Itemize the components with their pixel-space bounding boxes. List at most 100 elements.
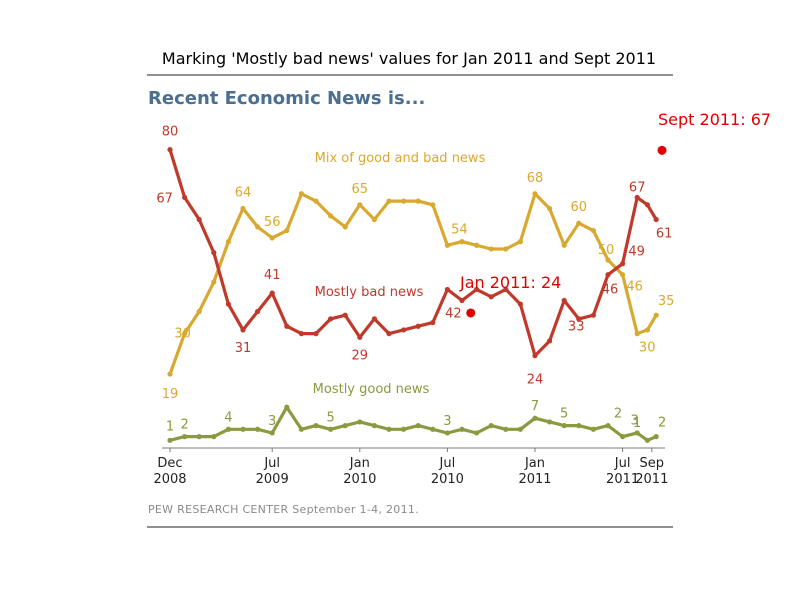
x-tick-label: Jul [614,456,631,471]
x-tick-label: 2011 [606,472,639,487]
series-point [459,298,464,303]
series-point [474,430,479,435]
data-label: 50 [598,243,615,258]
series-point [372,316,377,321]
data-label: 2 [658,416,666,431]
series-point [255,224,260,229]
series-point [328,316,333,321]
series-point [313,331,318,336]
data-label: 54 [451,222,468,237]
series-point [372,217,377,222]
series-point [284,324,289,329]
series-point [270,430,275,435]
series-point [503,246,508,251]
series-label-bad: Mostly bad news [315,285,424,300]
series-point [416,324,421,329]
series-point [299,191,304,196]
series-point [547,419,552,424]
series-point [343,313,348,318]
series-point [518,302,523,307]
series-point [591,228,596,233]
series-point [576,423,581,428]
data-label: 60 [571,200,588,215]
data-label: 33 [568,319,585,334]
series-point [197,217,202,222]
series-point [357,335,362,340]
data-label: 19 [162,387,179,402]
x-tick-label: Dec [157,456,182,471]
series-point [313,199,318,204]
data-label: 31 [235,341,252,356]
series-point [445,287,450,292]
series-point [445,430,450,435]
series-point [591,427,596,432]
annotation-label-jan-2011: Jan 2011: 24 [459,273,561,292]
series-point [240,206,245,211]
data-label: 68 [527,171,544,186]
series-point [313,423,318,428]
series-point [562,423,567,428]
x-tick-label: 2010 [343,472,376,487]
series-point [343,423,348,428]
series-point [532,191,537,196]
series-point [372,423,377,428]
data-label: 67 [156,191,173,206]
series-point [430,427,435,432]
data-label: 5 [560,407,568,422]
data-label: 64 [235,185,252,200]
series-point [401,327,406,332]
series-point [654,217,659,222]
series-point [226,427,231,432]
series-point [284,228,289,233]
series-point [459,427,464,432]
series-point [240,427,245,432]
series-point [547,206,552,211]
data-label: 3 [443,414,451,429]
series-point [489,294,494,299]
data-label: 30 [174,327,191,342]
x-tick-label: 2011 [635,472,668,487]
source-note: PEW RESEARCH CENTER September 1-4, 2011. [148,503,419,516]
series-point [255,427,260,432]
data-label: 46 [626,280,643,295]
annotation-point-jan-2011 [466,308,475,317]
series-point [489,423,494,428]
x-tick-label: 2010 [431,472,464,487]
series-point [167,147,172,152]
data-label: 2 [614,407,622,422]
series-point [605,272,610,277]
series-point [284,405,289,410]
data-label: 61 [656,227,673,242]
series-point [430,320,435,325]
chart-heading: Recent Economic News is... [148,88,425,109]
series-point [182,434,187,439]
data-label: 1 [633,416,641,431]
series-label-mix: Mix of good and bad news [315,151,486,166]
series-point [386,199,391,204]
series-point [211,279,216,284]
series-point [328,427,333,432]
series-point [430,202,435,207]
series-point [620,434,625,439]
series-point [547,338,552,343]
data-label: 1 [166,419,174,434]
series-point [357,419,362,424]
x-tick-label: 2009 [256,472,289,487]
data-label: 35 [658,294,675,309]
series-point [343,224,348,229]
annotation-point-sept-2011 [658,146,667,155]
series-point [182,195,187,200]
series-point [270,235,275,240]
data-label: 49 [628,245,645,260]
series-point [226,302,231,307]
series-point [474,243,479,248]
series-point [562,298,567,303]
data-label: 46 [602,283,619,298]
series-point [532,353,537,358]
data-label: 42 [445,306,462,321]
series-point [532,416,537,421]
series-point [518,239,523,244]
series-point [299,427,304,432]
series-point [416,423,421,428]
